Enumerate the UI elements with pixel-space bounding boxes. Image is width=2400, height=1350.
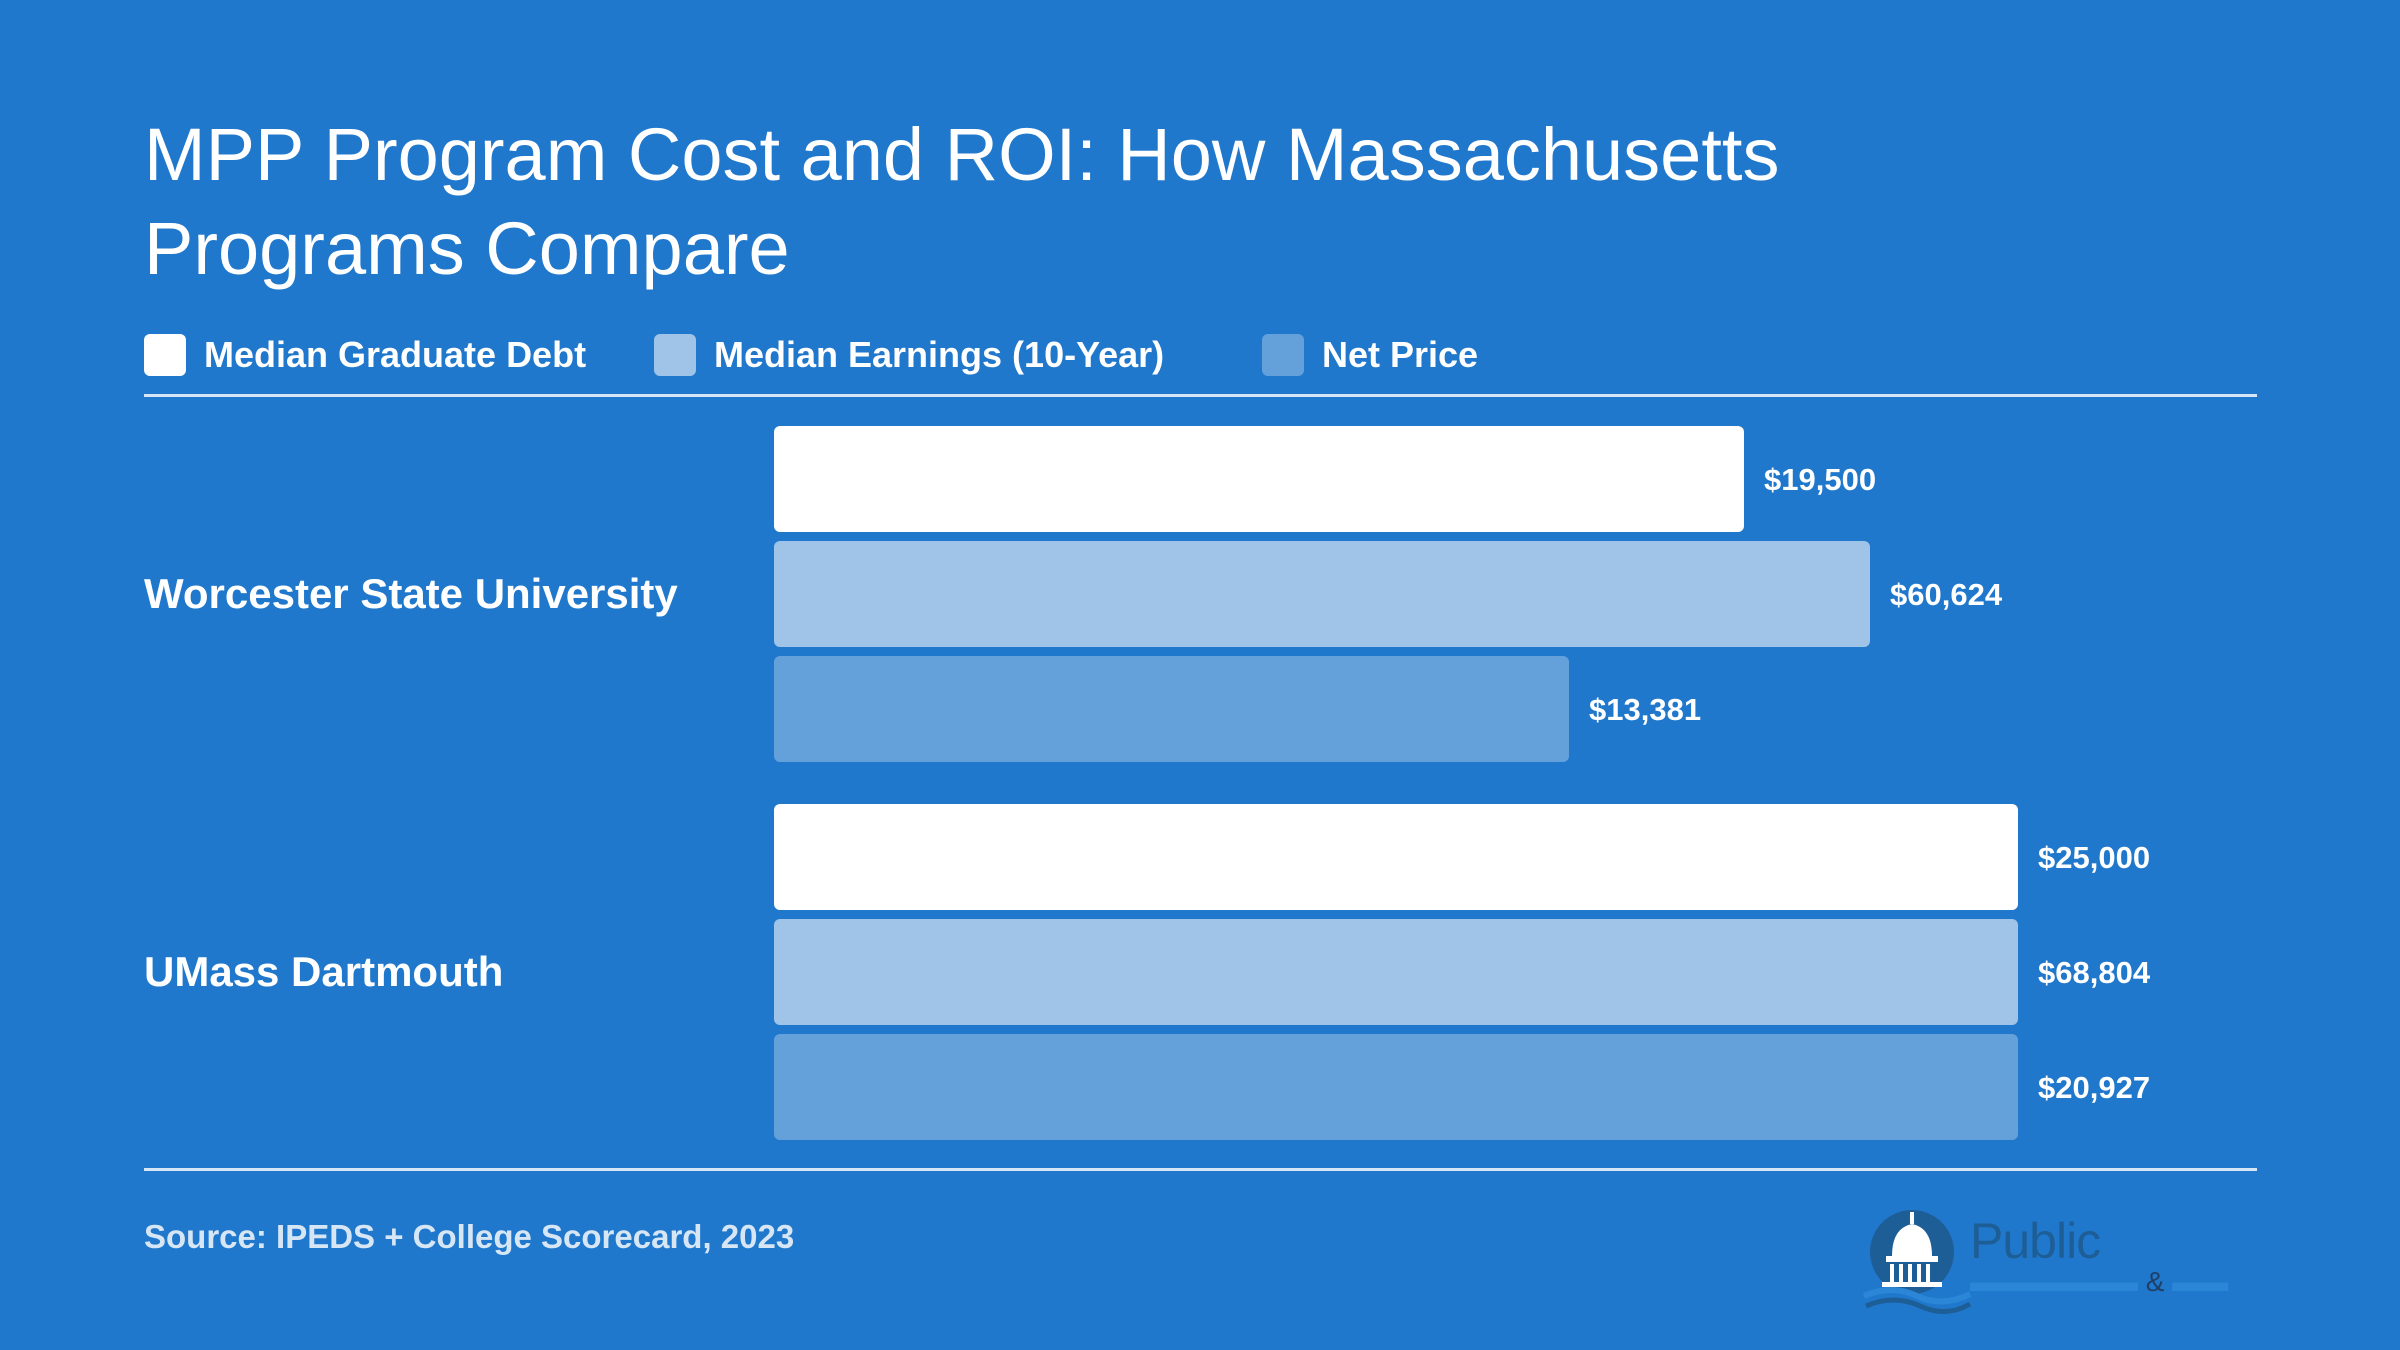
- legend-item-net-price: Net Price: [1262, 330, 1478, 380]
- legend: Median Graduate Debt Median Earnings (10…: [144, 330, 2044, 380]
- legend-label-net-price: Net Price: [1322, 334, 1479, 375]
- value-label-umass-dartmouth-earnings: $68,804: [2038, 955, 2151, 990]
- legend-swatch-net-price: [1262, 334, 1304, 376]
- bar-worcester-state-university-net-price: [774, 656, 1569, 762]
- capitol-dome-icon: [1862, 1210, 1972, 1314]
- bar-umass-dartmouth-debt: [774, 804, 2018, 910]
- bar-worcester-state-university-earnings: [774, 541, 1870, 647]
- source-note: Source: IPEDS + College Scorecard, 2023: [144, 1218, 795, 1255]
- category-label-umass-dartmouth: UMass Dartmouth: [144, 948, 503, 995]
- chart-title: MPP Program Cost and ROI: How Massachuse…: [144, 113, 1780, 290]
- value-label-umass-dartmouth-debt: $25,000: [2038, 840, 2150, 875]
- legend-swatch-debt: [144, 334, 186, 376]
- value-label-worcester-state-university-debt: $19,500: [1764, 462, 1876, 497]
- bottom-divider: [144, 1168, 2257, 1171]
- value-label-umass-dartmouth-net-price: $20,927: [2038, 1070, 2150, 1105]
- logo-tagline: ▬▬▬▬▬▬ & ▬▬: [1970, 1266, 2229, 1297]
- top-divider: [144, 394, 2257, 397]
- category-label-worcester-state-university: Worcester State University: [144, 570, 678, 617]
- legend-label-debt: Median Graduate Debt: [204, 334, 587, 375]
- logo-name: Public: [1970, 1213, 2101, 1269]
- bar-worcester-state-university-debt: [774, 426, 1744, 532]
- bar-umass-dartmouth-earnings: [774, 919, 2018, 1025]
- logo-ampersand: &: [2145, 1266, 2165, 1297]
- legend-swatch-earnings: [654, 334, 696, 376]
- legend-label-earnings: Median Earnings (10-Year): [714, 334, 1165, 375]
- value-label-worcester-state-university-earnings: $60,624: [1890, 577, 2003, 612]
- legend-item-median-earnings: Median Earnings (10-Year): [654, 330, 1164, 380]
- public-logo: Public ▬▬▬▬▬▬ & ▬▬: [1862, 1204, 2262, 1314]
- value-label-worcester-state-university-net-price: $13,381: [1589, 692, 1701, 727]
- bar-umass-dartmouth-net-price: [774, 1034, 2018, 1140]
- legend-item-median-graduate-debt: Median Graduate Debt: [144, 330, 586, 380]
